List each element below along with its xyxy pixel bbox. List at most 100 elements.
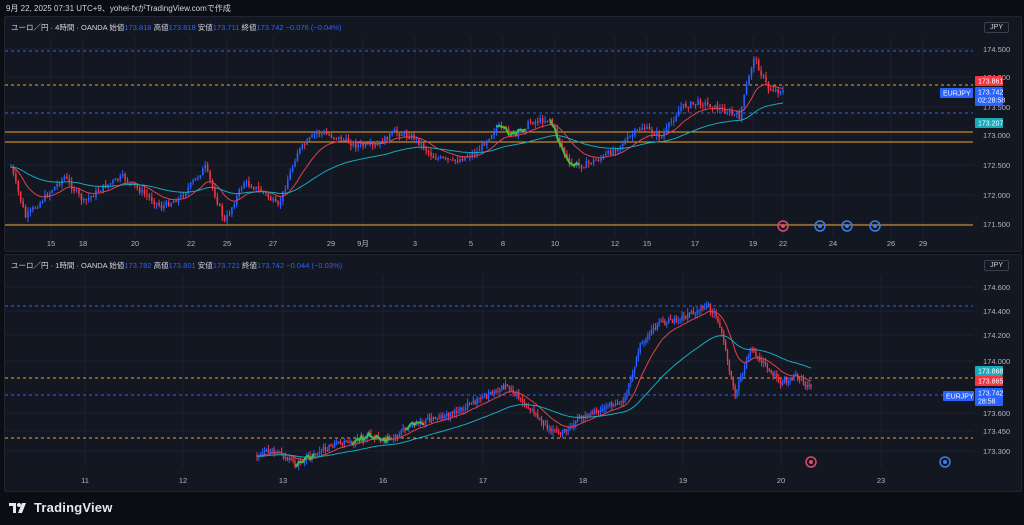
- candle-body: [517, 129, 520, 135]
- candle-body: [548, 428, 550, 430]
- candle-body: [313, 133, 316, 135]
- candle-body: [687, 107, 690, 109]
- candle-body: [734, 386, 736, 397]
- drawing-highlight-line: [548, 119, 580, 167]
- candle-body: [449, 159, 452, 161]
- open-label: 始値: [109, 261, 125, 270]
- candle-body: [626, 136, 629, 141]
- candle-body: [587, 161, 590, 163]
- time-axis-label: 23: [877, 476, 885, 485]
- candle-body: [12, 166, 15, 174]
- candle-body: [700, 306, 702, 310]
- candle-body: [544, 120, 546, 123]
- candle-body: [671, 319, 674, 323]
- candle-body: [626, 394, 628, 398]
- chart-panel-1h[interactable]: ユーロ／円 · 1時間 · OANDA 始値173.782 高値173.801 …: [4, 254, 1022, 492]
- candle-body: [218, 204, 221, 206]
- candle-body: [453, 410, 456, 414]
- candle-body: [231, 207, 233, 214]
- candle-body: [597, 411, 600, 413]
- candle-body: [713, 312, 715, 314]
- candle-body: [391, 131, 393, 135]
- candle-body: [15, 173, 17, 182]
- time-axis-label: 19: [679, 476, 687, 485]
- candles-4h[interactable]: 174.500174.000173.500173.000172.500172.0…: [5, 17, 1021, 251]
- candle-body: [797, 374, 799, 380]
- candle-body: [315, 453, 317, 456]
- candle-body: [267, 449, 270, 453]
- candle-body: [46, 194, 49, 197]
- candle-body: [438, 418, 440, 420]
- candle-body: [167, 201, 170, 207]
- candle-body: [425, 148, 427, 151]
- candle-body: [294, 461, 296, 466]
- tradingview-logo[interactable]: TradingView: [8, 500, 113, 515]
- candle-body: [187, 187, 190, 193]
- currency-button[interactable]: JPY: [984, 22, 1009, 33]
- candle-body: [388, 134, 391, 141]
- price-tag: [975, 366, 1003, 376]
- candle-body: [339, 441, 342, 444]
- price-tag: [940, 88, 973, 98]
- time-axis-label: 22: [187, 239, 195, 248]
- candle-body: [328, 134, 330, 136]
- candle-body: [454, 159, 457, 162]
- candle-body: [590, 412, 592, 416]
- candle-body: [539, 118, 542, 123]
- candle-body: [709, 303, 712, 312]
- candle-body: [267, 193, 270, 198]
- candle-body: [455, 410, 457, 414]
- price-axis-label: 174.500: [983, 45, 1010, 54]
- low-label: 安値: [197, 23, 213, 32]
- candles-1h[interactable]: 174.600 174.400 174.200 174.000 173.600 173.4…: [5, 255, 1021, 491]
- candle-body: [495, 126, 498, 133]
- currency-button[interactable]: JPY: [984, 260, 1009, 271]
- candle-body: [280, 452, 283, 456]
- candle-body: [34, 207, 37, 209]
- candle-body: [248, 181, 250, 187]
- candle-body: [622, 400, 624, 403]
- candle-body: [333, 137, 335, 139]
- price-axis-label: 174.000: [983, 357, 1010, 366]
- candle-body: [403, 132, 406, 135]
- candle-body: [782, 90, 784, 93]
- ema-slow-line: [10, 102, 784, 195]
- change-value: −0.044 (−0.03%): [286, 261, 343, 270]
- candle-body: [343, 441, 345, 445]
- candle-body: [721, 327, 723, 333]
- candle-body: [85, 199, 88, 201]
- candle-body: [680, 106, 682, 111]
- candle-body: [474, 400, 476, 405]
- candle-body: [595, 410, 598, 412]
- candle-body: [449, 412, 452, 417]
- candle-body: [738, 381, 740, 390]
- candle-body: [286, 179, 289, 190]
- candle-body: [143, 189, 146, 194]
- candle-body: [804, 383, 807, 386]
- candle-body: [690, 311, 693, 314]
- candle-body: [641, 342, 643, 344]
- candle-body: [590, 162, 593, 164]
- candle-body: [586, 414, 588, 416]
- candle-body: [502, 385, 505, 389]
- candle-body: [466, 403, 469, 409]
- candle-body: [723, 108, 726, 114]
- candle-body: [612, 149, 614, 155]
- chart-panel-4h[interactable]: ユーロ／円 · 4時間 · OANDA 始値173.818 高値173.818 …: [4, 16, 1022, 252]
- candle-body: [322, 447, 325, 451]
- drawing-highlight-line: [294, 453, 315, 467]
- candle-body: [163, 205, 165, 209]
- candle-body: [170, 203, 173, 207]
- candle-body: [243, 182, 245, 189]
- candle-body: [32, 207, 34, 210]
- candle-body: [481, 143, 483, 151]
- candle-body: [719, 108, 721, 110]
- price-tag-text: 173.861: [978, 79, 1003, 86]
- time-axis-label: 13: [279, 476, 287, 485]
- ema-fast-line: [256, 310, 812, 461]
- candle-body: [566, 153, 568, 159]
- candle-body: [646, 126, 648, 130]
- candle-body: [461, 159, 464, 161]
- drawing-highlight-line: [496, 124, 527, 137]
- candle-body: [736, 389, 738, 397]
